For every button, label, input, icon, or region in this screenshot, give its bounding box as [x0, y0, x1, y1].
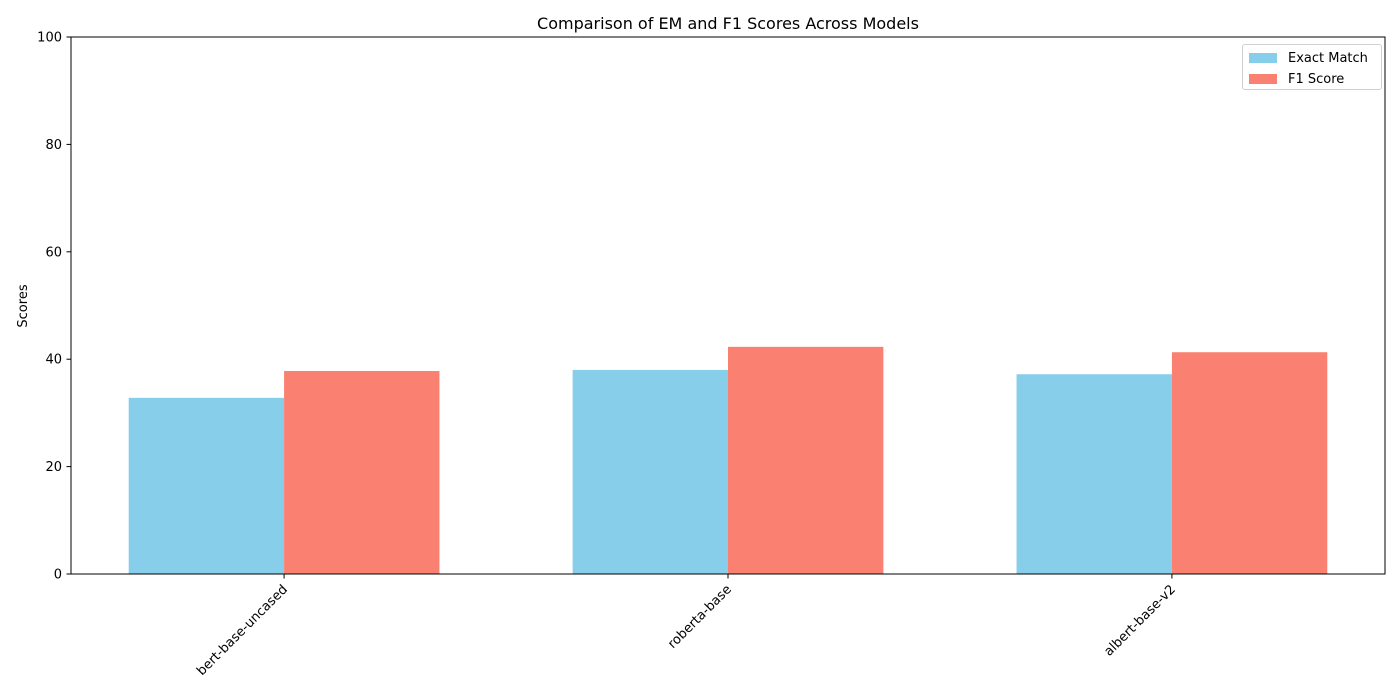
y-tick-label: 20 — [45, 460, 62, 475]
bar-exact-match-bert-base-uncased — [128, 397, 285, 574]
x-tick-label-albert-base-v2: albert-base-v2 — [1101, 582, 1178, 659]
legend-swatch-exact-match — [1249, 53, 1277, 63]
y-tick-label: 80 — [45, 138, 62, 153]
bar-exact-match-roberta-base — [572, 369, 728, 574]
chart-title: Comparison of EM and F1 Scores Across Mo… — [537, 14, 919, 33]
y-tick-label: 0 — [54, 568, 62, 583]
legend: Exact Match F1 Score — [1242, 44, 1382, 90]
legend-label-f1-score: F1 Score — [1288, 71, 1345, 87]
bar-exact-match-albert-base-v2 — [1016, 374, 1172, 574]
bar-f1-score-bert-base-uncased — [284, 371, 440, 574]
y-axis: 0 20 40 60 80 100 — [37, 31, 71, 583]
legend-item-exact-match: Exact Match — [1249, 49, 1368, 67]
y-axis-label: Scores — [16, 284, 31, 327]
bar-f1-score-albert-base-v2 — [1171, 352, 1328, 574]
x-tick-label-bert-base-uncased: bert-base-uncased — [194, 582, 291, 679]
plot-frame — [70, 36, 1386, 575]
legend-swatch-f1-score — [1249, 74, 1277, 84]
legend-item-f1-score: F1 Score — [1249, 70, 1344, 88]
y-tick-label: 40 — [45, 353, 62, 368]
x-axis: bert-base-uncased roberta-base albert-base… — [194, 574, 1179, 679]
legend-label-exact-match: Exact Match — [1288, 50, 1368, 66]
bar-f1-score-roberta-base — [728, 346, 884, 574]
y-tick-label: 60 — [45, 245, 62, 260]
y-tick-label: 100 — [37, 31, 62, 46]
x-tick-label-roberta-base: roberta-base — [665, 582, 735, 652]
bars-layer — [128, 346, 1328, 574]
